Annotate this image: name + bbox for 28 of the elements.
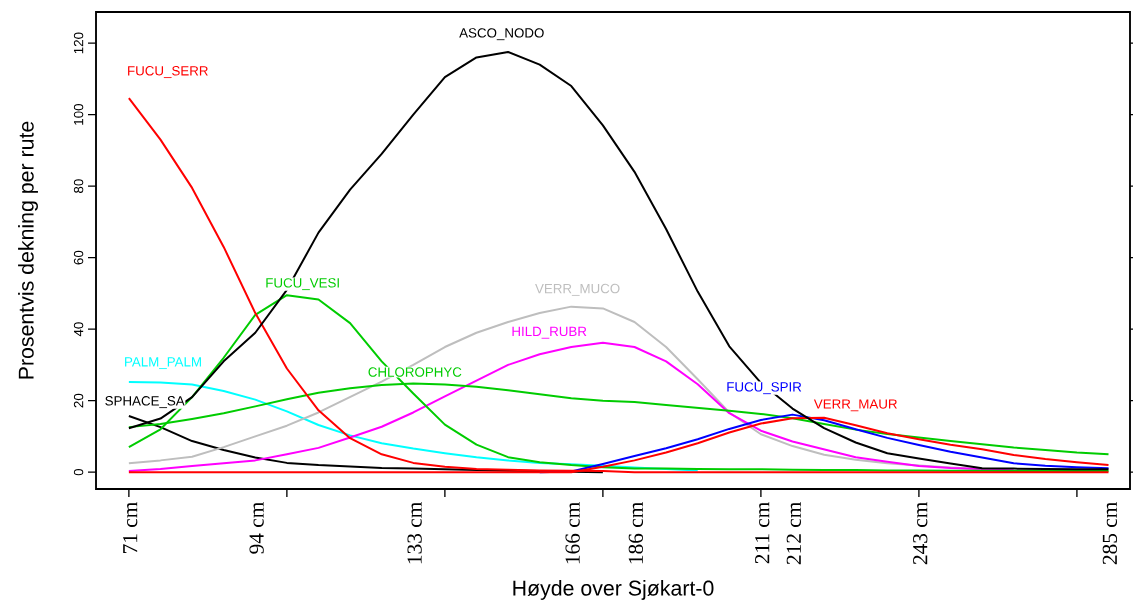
series-label: FUCU_SERR bbox=[128, 66, 208, 79]
series-label: CHLOROPHYC bbox=[368, 367, 462, 377]
series-label: PALM_PALM bbox=[125, 357, 201, 370]
x-tick-label: 133 cm bbox=[407, 502, 422, 564]
x-tick-label: 94 cm bbox=[249, 502, 264, 554]
x-tick-label: 186 cm bbox=[628, 502, 644, 564]
legend-label: SPHACE_SA bbox=[105, 396, 185, 409]
x-tick-label: 212 cm bbox=[786, 502, 801, 565]
y-tick-label: 100 bbox=[73, 104, 84, 125]
y-tick-label: 120 bbox=[73, 32, 84, 54]
y-tick-label: 80 bbox=[73, 179, 84, 193]
x-tick-label: 166 cm bbox=[565, 502, 580, 564]
x-tick-label: 285 cm bbox=[1102, 502, 1118, 565]
x-tick-label: 71 cm bbox=[123, 502, 138, 554]
y-tick-label: 40 bbox=[73, 322, 84, 337]
series-label: ASCO_NODO bbox=[459, 28, 544, 41]
y-axis-title: Prosentvis dekning per rute bbox=[18, 121, 38, 379]
y-tick-label: 0 bbox=[73, 468, 84, 476]
series-label: VERR_MAUR bbox=[813, 399, 897, 412]
x-tick-label: 211 cm bbox=[755, 502, 770, 564]
series-label: FUCU_SPIR bbox=[727, 382, 802, 395]
x-tick-label: 243 cm bbox=[913, 502, 928, 565]
series-label: HILD_RUBR bbox=[512, 326, 587, 339]
y-tick-label: 60 bbox=[73, 250, 84, 265]
series-label: VERR_MUCO bbox=[535, 283, 620, 296]
series-label: FUCU_VESI bbox=[266, 278, 339, 291]
x-axis-title: Høyde over Sjøkart-0 bbox=[513, 580, 714, 600]
y-tick-label: 20 bbox=[73, 393, 84, 408]
